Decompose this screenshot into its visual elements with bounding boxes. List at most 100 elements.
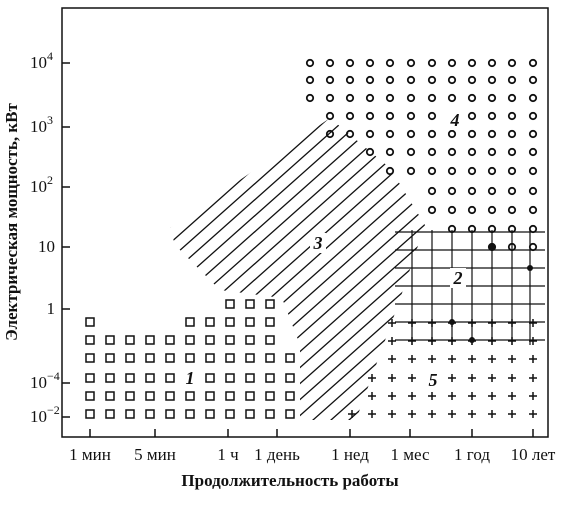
circle-mark xyxy=(467,58,477,68)
circle-mark xyxy=(406,129,416,139)
square-mark xyxy=(265,299,275,309)
square-mark xyxy=(265,409,275,419)
circle-mark xyxy=(447,205,457,215)
square-mark xyxy=(105,353,115,363)
hatch-line xyxy=(375,118,425,420)
y-tick-label: 103 xyxy=(30,113,53,136)
square-mark xyxy=(265,317,275,327)
hatch-line xyxy=(170,118,359,420)
y-axis-label: Электрическая мощность, кВт xyxy=(2,102,21,340)
square-mark xyxy=(145,353,155,363)
region-label-bg xyxy=(450,268,466,288)
tick-base: 1 xyxy=(47,299,56,318)
square-mark xyxy=(85,373,95,383)
circle-mark xyxy=(467,129,477,139)
circle-mark xyxy=(365,111,375,121)
x-tick-label: 1 мин xyxy=(69,445,111,464)
circle-mark xyxy=(365,58,375,68)
circle-mark xyxy=(406,166,416,176)
circle-mark xyxy=(385,75,395,85)
square-mark xyxy=(125,373,135,383)
circle-mark xyxy=(345,93,355,103)
square-mark xyxy=(125,335,135,345)
x-tick-label: 1 день xyxy=(254,445,300,464)
circle-mark xyxy=(427,166,437,176)
circle-mark xyxy=(365,93,375,103)
tick-exponent: 3 xyxy=(47,113,53,127)
hatch-line xyxy=(249,118,425,420)
square-mark xyxy=(85,409,95,419)
square-mark xyxy=(285,409,295,419)
circle-mark xyxy=(528,93,538,103)
circle-mark xyxy=(365,75,375,85)
circle-mark xyxy=(487,111,497,121)
square-mark xyxy=(145,373,155,383)
circle-mark xyxy=(345,111,355,121)
y-tick-label: 10−4 xyxy=(30,369,60,392)
x-tick-label: 10 лет xyxy=(511,445,556,464)
square-mark xyxy=(145,335,155,345)
tick-exponent: −4 xyxy=(47,369,60,383)
square-mark xyxy=(245,335,255,345)
tick-exponent: −2 xyxy=(47,403,60,417)
circle-mark xyxy=(447,186,457,196)
square-mark xyxy=(225,353,235,363)
tick-base: 10 xyxy=(30,177,47,196)
circle-mark xyxy=(507,147,517,157)
x-axis-label: Продолжительность работы xyxy=(181,471,398,490)
circle-mark xyxy=(427,111,437,121)
circle-mark xyxy=(305,58,315,68)
hatch-line xyxy=(170,118,425,420)
square-mark xyxy=(185,409,195,419)
x-tick-label: 5 мин xyxy=(134,445,176,464)
square-mark xyxy=(185,391,195,401)
tick-base: 10 xyxy=(38,237,55,256)
circle-mark xyxy=(487,93,497,103)
region-label: 1 xyxy=(186,368,195,388)
circle-mark xyxy=(528,186,538,196)
x-tick-label: 1 ч xyxy=(217,445,239,464)
square-mark xyxy=(185,335,195,345)
circle-mark xyxy=(345,58,355,68)
circle-mark xyxy=(487,205,497,215)
square-mark xyxy=(285,391,295,401)
circle-mark xyxy=(427,205,437,215)
circle-mark xyxy=(385,129,395,139)
circle-mark xyxy=(447,75,457,85)
square-mark xyxy=(225,373,235,383)
hatch-line xyxy=(484,60,566,460)
square-mark xyxy=(125,353,135,363)
circle-mark xyxy=(325,75,335,85)
tick-base: 10 xyxy=(30,53,47,72)
region-label: 5 xyxy=(429,370,438,390)
square-mark xyxy=(245,391,255,401)
circle-mark xyxy=(528,111,538,121)
hatch-line xyxy=(285,118,425,420)
x-tick-label: 1 год xyxy=(454,445,490,464)
square-mark xyxy=(185,317,195,327)
square-mark xyxy=(225,317,235,327)
circle-mark xyxy=(528,75,538,85)
circle-mark xyxy=(467,75,477,85)
tick-base: 10 xyxy=(30,117,47,136)
circle-mark xyxy=(528,129,538,139)
hatch-line xyxy=(170,118,395,420)
circle-mark xyxy=(406,111,416,121)
y-tick-label: 10−2 xyxy=(30,403,60,426)
square-mark xyxy=(225,409,235,419)
circle-mark xyxy=(507,129,517,139)
square-mark xyxy=(185,353,195,363)
circle-mark xyxy=(325,129,335,139)
y-tick-label: 10 xyxy=(38,237,55,256)
circle-mark xyxy=(487,147,497,157)
hatch-line xyxy=(303,118,425,420)
circle-mark xyxy=(385,166,395,176)
hatch-line xyxy=(170,118,425,420)
region-label: 4 xyxy=(450,110,460,130)
circle-mark xyxy=(467,205,477,215)
circle-mark xyxy=(487,186,497,196)
square-mark xyxy=(225,299,235,309)
region-marks xyxy=(85,58,545,419)
